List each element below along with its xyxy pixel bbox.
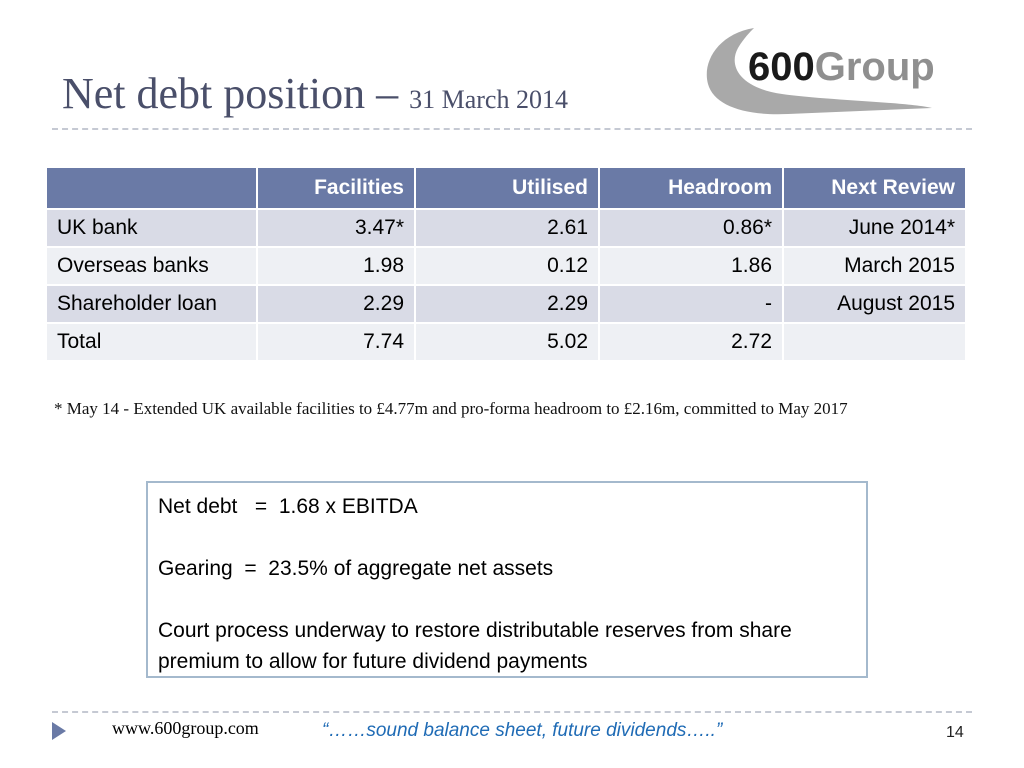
slide-title-main: Net debt position –: [62, 69, 410, 118]
slide-title-date: 31 March 2014: [409, 85, 568, 114]
debt-table: Facilities Utilised Headroom Next Review…: [45, 166, 967, 362]
logo-swoosh: [706, 28, 932, 115]
row-label: Total: [45, 322, 258, 362]
cell-next-review: March 2015: [782, 246, 967, 286]
cell-headroom: -: [598, 284, 784, 324]
header-facilities: Facilities: [256, 166, 416, 210]
page-number: 14: [946, 724, 964, 741]
header-headroom: Headroom: [598, 166, 784, 210]
company-logo: 600Group: [706, 28, 935, 115]
gearing-line: Gearing = 23.5% of aggregate net assets: [158, 557, 554, 580]
cell-next-review: [782, 322, 967, 362]
logo-number: 600: [748, 45, 815, 89]
cell-utilised: 2.61: [414, 208, 600, 248]
table-row: Overseas banks 1.98 0.12 1.86 March 2015: [45, 246, 967, 286]
cell-facilities: 1.98: [256, 246, 416, 286]
cell-utilised: 2.29: [414, 284, 600, 324]
cell-utilised: 5.02: [414, 322, 600, 362]
cell-headroom: 2.72: [598, 322, 784, 362]
cell-next-review: June 2014*: [782, 208, 967, 248]
cell-headroom: 1.86: [598, 246, 784, 286]
bullet-triangle-icon: [52, 722, 66, 740]
cell-facilities: 3.47*: [256, 208, 416, 248]
header-utilised: Utilised: [414, 166, 600, 210]
cell-headroom: 0.86*: [598, 208, 784, 248]
cell-facilities: 2.29: [256, 284, 416, 324]
slide-title: Net debt position – 31 March 2014: [62, 72, 568, 116]
table-footnote: * May 14 - Extended UK available facilit…: [54, 399, 848, 418]
cell-utilised: 0.12: [414, 246, 600, 286]
net-debt-line: Net debt = 1.68 x EBITDA: [158, 495, 418, 518]
row-label: UK bank: [45, 208, 258, 248]
row-label: Shareholder loan: [45, 284, 258, 324]
footer-url: www.600group.com: [112, 718, 259, 738]
title-divider: [52, 128, 972, 130]
header-blank: [45, 166, 258, 210]
cell-next-review: August 2015: [782, 284, 967, 324]
cell-facilities: 7.74: [256, 322, 416, 362]
summary-box: Net debt = 1.68 x EBITDA Gearing = 23.5%…: [146, 481, 868, 678]
court-process-line: Court process underway to restore distri…: [158, 619, 792, 673]
row-label: Overseas banks: [45, 246, 258, 286]
logo-wordmark: 600Group: [748, 45, 935, 89]
footer-divider: [52, 711, 972, 713]
header-next-review: Next Review: [782, 166, 967, 210]
table-row-total: Total 7.74 5.02 2.72: [45, 322, 967, 362]
table-header-row: Facilities Utilised Headroom Next Review: [45, 166, 967, 210]
table-row: Shareholder loan 2.29 2.29 - August 2015: [45, 284, 967, 324]
logo-word: Group: [815, 45, 935, 89]
footer-quote: “……sound balance sheet, future dividends…: [322, 720, 723, 741]
table-row: UK bank 3.47* 2.61 0.86* June 2014*: [45, 208, 967, 248]
